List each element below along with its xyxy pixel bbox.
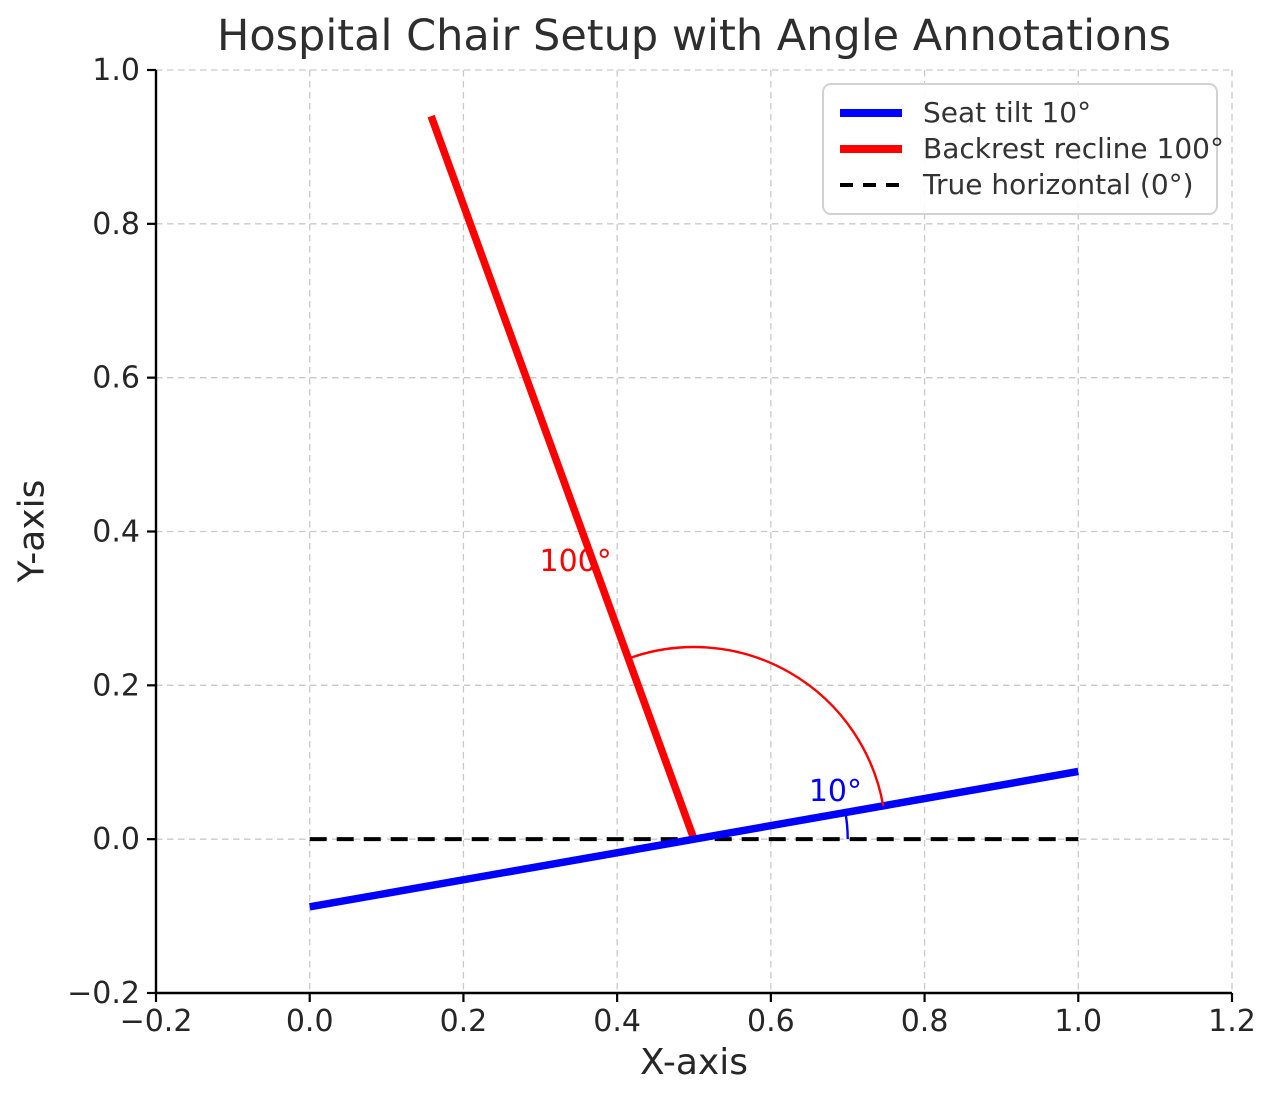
legend-line-sample-seat-tilt xyxy=(840,109,902,117)
x-axis-label: X-axis xyxy=(640,1042,748,1083)
legend-label: Backrest recline 100° xyxy=(923,132,1224,165)
seat-tilt-line xyxy=(309,767,1079,911)
legend-item-true-horizontal: True horizontal (0°) xyxy=(836,171,1204,199)
y-tick-label: 0.8 xyxy=(92,207,140,242)
backrest-angle-arc xyxy=(627,645,885,807)
x-tick-label: 0.6 xyxy=(747,1004,795,1039)
legend-line-sample-backrest-recline xyxy=(840,145,902,153)
x-tick-label: 0.8 xyxy=(901,1004,949,1039)
x-tick-label: 0.2 xyxy=(440,1004,488,1039)
y-axis-label: Y-axis xyxy=(11,479,53,583)
y-tick-label: 1.0 xyxy=(92,53,140,88)
legend-label: True horizontal (0°) xyxy=(923,168,1194,201)
x-tick-label: 0.0 xyxy=(286,1004,334,1039)
backrest-angle-label: 100° xyxy=(540,544,612,579)
backrest-recline-line xyxy=(427,114,698,841)
chart-title: Hospital Chair Setup with Angle Annotati… xyxy=(217,11,1171,61)
seat-angle-label: 10° xyxy=(809,774,862,809)
y-tick-label: 0.2 xyxy=(92,668,140,703)
y-tick-label: 0.6 xyxy=(92,361,140,396)
x-tick-label: 1.0 xyxy=(1054,1004,1102,1039)
legend: Seat tilt 10° Backrest recline 100° True… xyxy=(822,83,1224,215)
y-tick-label: 0.4 xyxy=(92,515,140,550)
legend-label: Seat tilt 10° xyxy=(923,96,1092,129)
x-tick-label: 0.4 xyxy=(593,1004,641,1039)
seat-angle-arc xyxy=(844,812,849,840)
x-tick-label: −0.2 xyxy=(120,1004,193,1039)
legend-item-backrest-recline: Backrest recline 100° xyxy=(836,135,1224,163)
y-tick-label: 0.0 xyxy=(92,822,140,857)
x-tick-label: 1.2 xyxy=(1208,1004,1256,1039)
y-tick-label: −0.2 xyxy=(67,976,140,1011)
legend-line-sample-true-horizontal xyxy=(840,183,902,187)
legend-item-seat-tilt: Seat tilt 10° xyxy=(836,99,1204,127)
